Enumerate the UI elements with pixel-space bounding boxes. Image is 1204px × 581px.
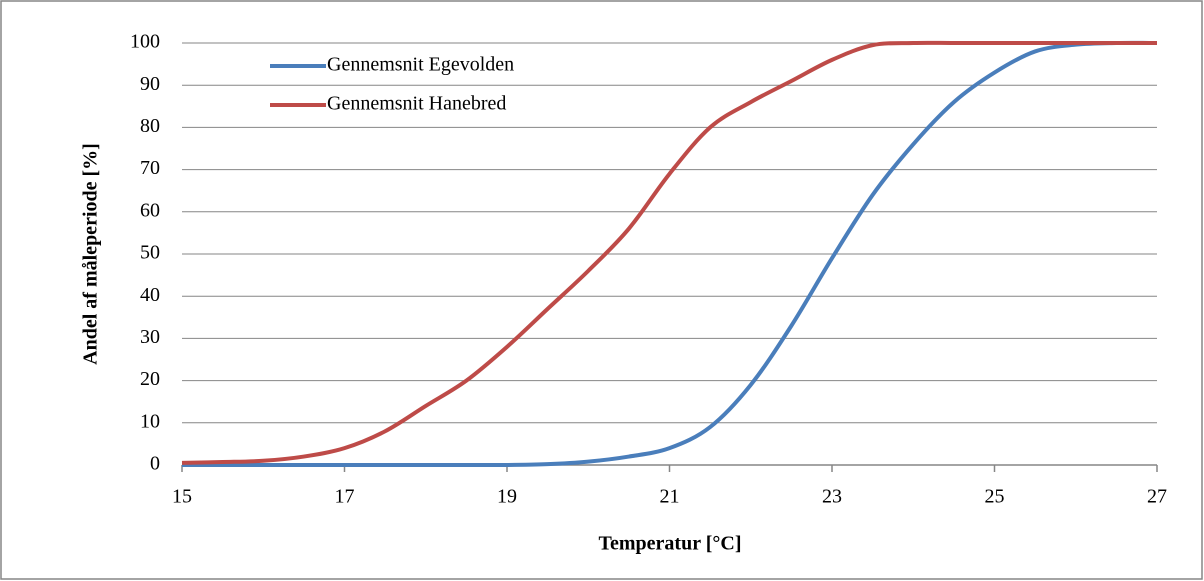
y-tick-label: 90 — [140, 73, 160, 95]
y-tick-label: 70 — [140, 157, 160, 179]
legend-label: Gennemsnit Hanebred — [327, 93, 506, 115]
x-tick-label: 25 — [985, 486, 1005, 508]
x-tick-label: 15 — [172, 486, 192, 508]
y-tick-label: 100 — [130, 31, 160, 53]
y-tick-label: 30 — [140, 326, 160, 348]
x-tick-label: 17 — [335, 486, 355, 508]
y-tick-label: 20 — [140, 368, 160, 390]
y-tick-label: 50 — [140, 242, 160, 264]
x-tick-label: 21 — [660, 486, 680, 508]
x-tick-label: 23 — [822, 486, 842, 508]
y-tick-label: 10 — [140, 410, 160, 432]
x-tick-label: 27 — [1147, 486, 1167, 508]
x-tick-label: 19 — [497, 486, 517, 508]
y-axis-title: Andel af måleperiode [%] — [80, 143, 102, 365]
series-line — [181, 40, 1157, 465]
y-tick-label: 0 — [150, 453, 160, 475]
legend-label: Gennemsnit Egevolden — [327, 54, 514, 76]
y-tick-label: 80 — [140, 115, 160, 137]
y-tick-label: 40 — [140, 284, 160, 306]
y-tick-label: 60 — [140, 199, 160, 221]
x-axis-title: Temperatur [°C] — [599, 533, 742, 555]
series-line — [182, 40, 1158, 468]
